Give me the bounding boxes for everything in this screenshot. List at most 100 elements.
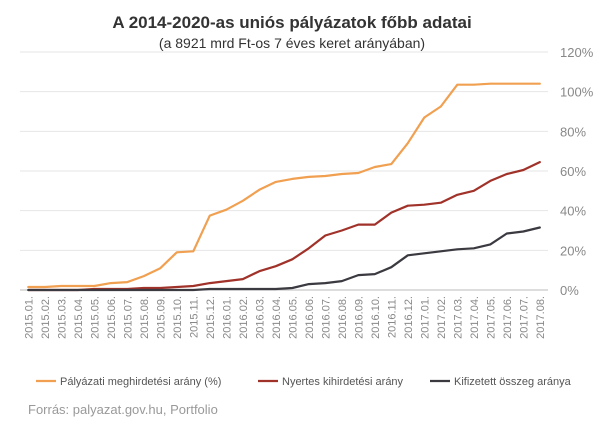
data-point xyxy=(357,274,360,276)
data-point xyxy=(159,287,162,289)
data-point xyxy=(208,214,211,217)
data-point xyxy=(258,189,261,191)
x-tick-label: 2016.08. xyxy=(337,296,349,339)
x-tick-label: 2015.04. xyxy=(73,296,85,339)
data-point xyxy=(175,286,178,288)
data-point xyxy=(522,169,525,171)
data-point xyxy=(192,289,195,291)
grid xyxy=(20,51,548,291)
data-point xyxy=(192,285,195,287)
legend: Pályázati meghirdetési arány (%) Nyertes … xyxy=(36,376,572,388)
data-point xyxy=(439,201,442,204)
x-tick-label: 2016.12. xyxy=(403,296,415,339)
data-point xyxy=(291,287,294,289)
data-point xyxy=(456,248,459,251)
x-tick-label: 2015.03. xyxy=(56,296,68,339)
data-point xyxy=(307,247,310,250)
data-point xyxy=(324,175,327,177)
y-tick-label: 20% xyxy=(560,243,586,258)
x-tick-label: 2017.06. xyxy=(502,296,514,339)
x-tick-label: 2017.02. xyxy=(436,296,448,339)
data-point xyxy=(324,234,327,237)
data-point xyxy=(43,286,46,288)
data-point xyxy=(340,280,343,282)
data-point xyxy=(406,254,409,257)
data-point xyxy=(373,223,376,226)
data-point xyxy=(291,178,294,180)
data-point xyxy=(27,289,30,291)
data-point xyxy=(274,265,277,268)
x-tick-label: 2017.07. xyxy=(518,296,530,339)
data-point xyxy=(505,173,508,175)
data-point xyxy=(60,289,63,291)
data-point xyxy=(489,82,492,85)
data-point xyxy=(406,204,409,207)
x-tick-label: 2015.09. xyxy=(155,296,167,339)
data-point xyxy=(27,286,30,288)
data-point xyxy=(93,289,96,291)
x-tick-label: 2016.02. xyxy=(238,296,250,339)
data-point xyxy=(472,83,475,86)
data-point xyxy=(456,83,459,86)
data-point xyxy=(142,287,145,289)
x-tick-label: 2016.03. xyxy=(254,296,266,339)
data-point xyxy=(208,282,211,284)
x-tick-label: 2017.05. xyxy=(485,296,497,339)
data-point xyxy=(489,180,492,182)
x-tick-label: 2016.07. xyxy=(320,296,332,339)
x-tick-label: 2017.01. xyxy=(419,296,431,339)
x-tick-label: 2015.06. xyxy=(106,296,118,339)
data-point xyxy=(538,226,541,229)
data-point xyxy=(439,105,442,108)
data-point xyxy=(340,173,343,175)
source-note: Forrás: palyazat.gov.hu, Portfolio xyxy=(28,402,218,417)
data-point xyxy=(357,172,360,174)
data-point xyxy=(159,267,162,269)
data-point xyxy=(175,251,178,254)
data-point xyxy=(192,250,195,253)
x-tick-label: 2015.01. xyxy=(23,296,35,339)
x-tick-label: 2015.11. xyxy=(188,296,200,338)
data-point xyxy=(258,288,261,290)
chart-title: A 2014-2020-as uniós pályázatok főbb ada… xyxy=(112,13,471,32)
y-tick-label: 100% xyxy=(560,85,594,100)
data-point xyxy=(109,282,112,284)
y-tick-label: 80% xyxy=(560,124,586,139)
data-point xyxy=(142,289,145,291)
data-point xyxy=(472,247,475,250)
series-line-3 xyxy=(27,226,541,292)
data-point xyxy=(423,252,426,255)
y-tick-label: 120% xyxy=(560,45,594,60)
data-point xyxy=(439,250,442,253)
data-point xyxy=(390,266,393,268)
y-tick-label: 40% xyxy=(560,204,586,219)
data-point xyxy=(522,230,525,233)
y-tick-label: 0% xyxy=(560,283,579,298)
data-point xyxy=(175,289,178,291)
data-point xyxy=(76,289,79,291)
x-tick-label: 2016.09. xyxy=(353,296,365,339)
x-tick-label: 2016.05. xyxy=(287,296,299,339)
data-point xyxy=(307,176,310,178)
data-point xyxy=(43,289,46,291)
data-point xyxy=(340,229,343,232)
data-point xyxy=(159,289,162,291)
data-point xyxy=(274,181,277,183)
data-point xyxy=(208,288,211,290)
data-point xyxy=(274,288,277,290)
data-point xyxy=(324,282,327,284)
x-tick-label: 2017.03. xyxy=(452,296,464,339)
data-point xyxy=(225,208,228,211)
series-line-1 xyxy=(27,82,541,289)
x-tick-label: 2016.04. xyxy=(271,296,283,339)
data-point xyxy=(357,223,360,226)
data-point xyxy=(241,278,244,280)
data-point xyxy=(489,243,492,246)
data-point xyxy=(76,285,79,287)
data-point xyxy=(241,199,244,202)
data-point xyxy=(126,289,129,291)
data-point xyxy=(406,142,409,145)
x-tick-label: 2015.12. xyxy=(205,296,217,339)
data-point xyxy=(291,258,294,261)
